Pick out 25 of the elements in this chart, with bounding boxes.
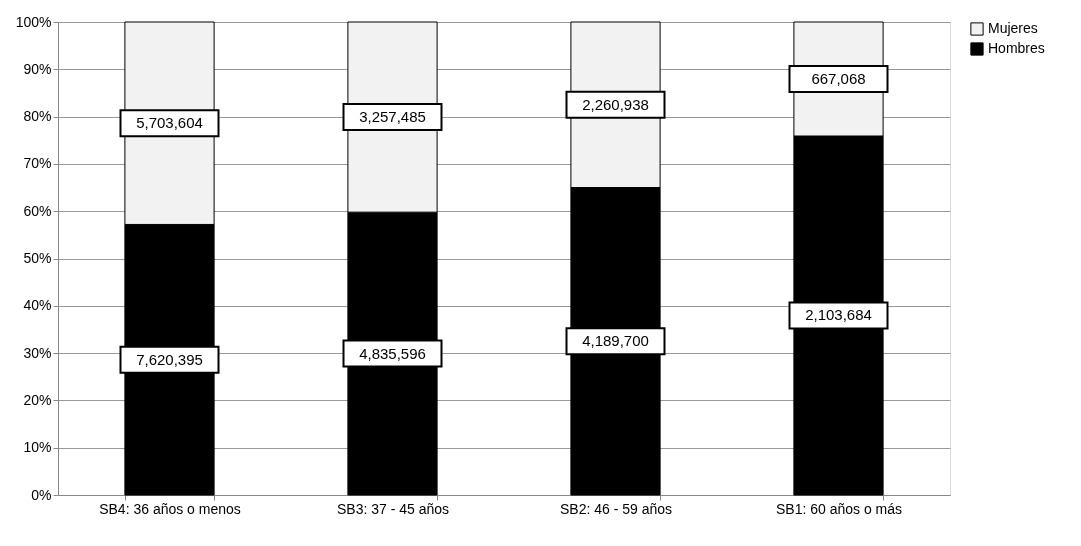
y-tick-label: 30%: [23, 344, 52, 361]
y-tick-label: 70%: [23, 155, 52, 172]
y-tick-label: 80%: [23, 108, 52, 125]
annotation: 4,189,700: [582, 332, 649, 350]
y-tick-label: 20%: [23, 391, 52, 408]
x-tick-label: SB4: 36 años o menos: [99, 500, 241, 517]
annotation: 2,103,684: [805, 306, 872, 324]
y-tick-label: 10%: [23, 439, 52, 456]
legend-label: Hombres: [988, 40, 1045, 56]
annotation: 7,620,395: [136, 350, 203, 368]
x-tick-label: SB3: 37 - 45 años: [336, 500, 450, 517]
legend-label: Mujeres: [988, 20, 1038, 36]
x-tick-label: SB1: 60 años o más: [775, 500, 903, 517]
y-tick-label: 0%: [31, 486, 52, 503]
y-tick-label: 50%: [23, 250, 52, 266]
annotation: 2,260,938: [582, 95, 649, 113]
y-tick-label: 100%: [15, 13, 52, 30]
annotation: 4,835,596: [359, 344, 426, 362]
annotation: 3,257,485: [359, 108, 426, 126]
y-tick-label: 90%: [23, 60, 52, 77]
x-tick-label: SB2: 46 - 59 años: [559, 500, 673, 517]
annotation: 5,703,604: [136, 114, 203, 132]
annotation: 667,068: [811, 70, 866, 87]
y-tick-label: 60%: [23, 202, 52, 219]
y-tick-label: 40%: [23, 297, 52, 314]
